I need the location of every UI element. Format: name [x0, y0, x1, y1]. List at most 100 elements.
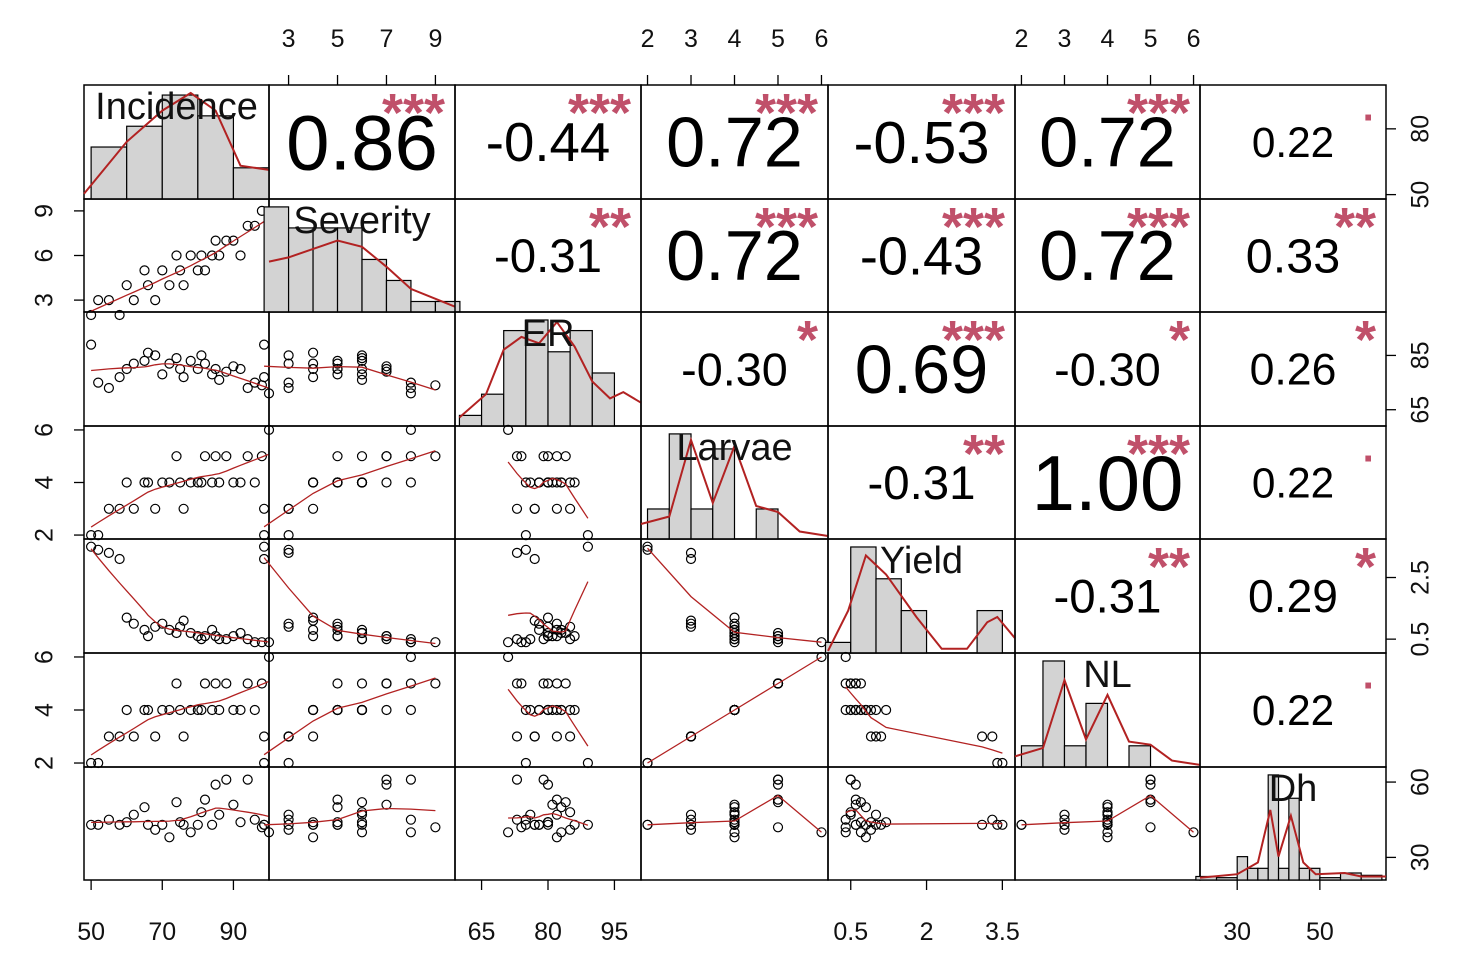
scatter-point — [1102, 814, 1113, 825]
scatter-point — [729, 799, 740, 810]
scatter-point — [242, 220, 253, 231]
scatter-point — [242, 678, 253, 689]
panel-border — [454, 766, 642, 881]
scatter-point — [381, 361, 392, 372]
scatter-point — [860, 802, 872, 813]
histogram-bar — [1319, 877, 1342, 881]
scatter-point — [356, 355, 368, 366]
histogram-bar — [410, 300, 437, 313]
axis-tick-label: 6 — [815, 25, 829, 53]
scatter-point — [157, 265, 168, 276]
smooth-line — [90, 217, 270, 312]
scatter-point — [992, 757, 1003, 769]
scatter-point — [308, 630, 319, 642]
axis-tick-label: 0.5 — [833, 918, 868, 946]
scatter-point — [171, 678, 182, 689]
scatter-point — [121, 612, 132, 623]
scatter-point — [542, 451, 554, 462]
scatter-point — [381, 774, 392, 785]
smooth-line — [263, 450, 436, 528]
scatter-point — [547, 799, 558, 810]
scatter-point — [157, 819, 168, 830]
scatter-point — [214, 633, 225, 645]
scatter-point — [564, 731, 576, 742]
scatter-point — [256, 678, 267, 689]
panel-border — [268, 652, 456, 768]
scatter-point — [538, 774, 549, 785]
correlation-value: 0.86 — [286, 98, 438, 186]
axis-tick-label: 2 — [31, 756, 59, 770]
scatter-point — [685, 814, 697, 825]
density-line — [83, 91, 270, 195]
scatter-point — [405, 451, 416, 462]
variable-label: Severity — [293, 200, 430, 242]
scatter-point — [729, 633, 740, 645]
scatter-point — [196, 807, 207, 818]
scatter-point — [503, 637, 514, 648]
scatter-point — [772, 822, 784, 833]
scatter-point — [729, 802, 740, 813]
scatter-point — [192, 265, 203, 276]
axis-tick-label: 5 — [1144, 25, 1158, 53]
correlation-value: -0.53 — [853, 109, 989, 176]
scatter-point — [1102, 809, 1113, 820]
axis-tick-label: 5 — [771, 25, 785, 53]
significance-stars: ** — [1148, 537, 1190, 597]
scatter-point — [356, 678, 368, 689]
axis-tick-label: 2 — [1015, 25, 1029, 53]
smooth-line — [264, 807, 436, 826]
scatter-point — [199, 794, 211, 805]
scatter-point — [249, 704, 260, 716]
scatter-point — [164, 704, 175, 716]
scatter-point — [308, 612, 319, 623]
density-line — [268, 239, 456, 308]
scatter-point — [503, 651, 514, 663]
scatter-point — [199, 630, 211, 642]
axis-tick-label: 9 — [31, 204, 59, 218]
scatter-point — [150, 295, 161, 306]
significance-stars: *** — [942, 83, 1005, 143]
scatter-point — [175, 265, 186, 276]
scatter-point — [121, 363, 132, 375]
scatter-point — [529, 819, 540, 830]
scatter-point — [210, 779, 221, 790]
scatter-point — [520, 544, 532, 555]
axis-tick-label: 50 — [1407, 181, 1435, 209]
scatter-point — [283, 819, 294, 830]
scatter-point — [1102, 827, 1113, 838]
scatter-point — [860, 704, 872, 716]
histogram-bar — [690, 508, 714, 540]
scatter-point — [283, 757, 294, 769]
significance-stars: ** — [1334, 197, 1376, 257]
scatter-point — [356, 477, 368, 488]
significance-stars: *** — [755, 83, 818, 143]
correlation-value: 0.72 — [1039, 103, 1176, 182]
scatter-point — [855, 797, 867, 808]
scatter-point — [729, 814, 740, 825]
scatter-point — [356, 704, 368, 716]
scatter-point — [405, 651, 416, 663]
scatter-point — [114, 309, 125, 321]
scatter-point — [85, 541, 97, 552]
correlation-value: -0.31 — [867, 457, 975, 510]
scatter-point — [85, 819, 97, 830]
scatter-point — [511, 451, 523, 462]
scatter-point — [114, 553, 125, 565]
scatter-point — [520, 814, 532, 825]
scatter-point — [870, 809, 882, 820]
scatter-point — [405, 388, 416, 399]
scatter-point — [332, 363, 343, 375]
scatter-point — [511, 731, 523, 742]
scatter-point — [685, 547, 697, 559]
axis-tick-label: 3 — [1058, 25, 1072, 53]
scatter-point — [1059, 819, 1070, 830]
axes: 50 70 90 65 80 95 0.5 2 3.5 30 50 3 5 7 9 2 3 4 5 6 2 3 4 5 6 3 6 9… — [31, 25, 1435, 946]
axis-tick-label: 70 — [148, 918, 176, 946]
scatter-point — [139, 624, 150, 636]
panels: Incidence 0.86*** -0.44*** 0.72*** -0.53*** 0… — [83, 83, 1387, 881]
scatter-point — [685, 615, 697, 626]
variable-label: NL — [1083, 654, 1132, 696]
panel-border — [268, 538, 456, 654]
scatter-point — [175, 704, 186, 716]
scatter-point — [516, 822, 527, 833]
